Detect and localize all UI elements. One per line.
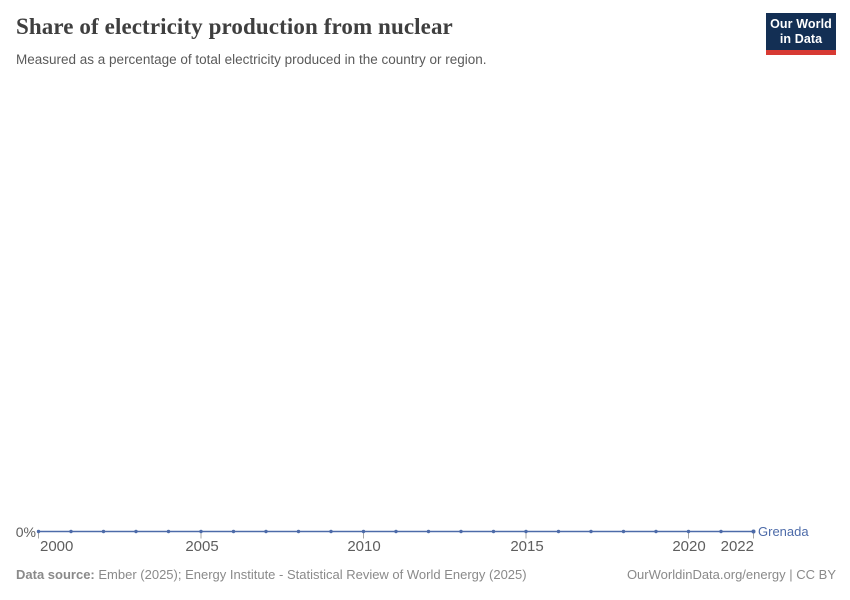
x-tick-label: 2020 bbox=[672, 538, 706, 555]
data-point[interactable] bbox=[101, 529, 106, 534]
data-point[interactable] bbox=[556, 529, 561, 534]
x-tick-label: 2010 bbox=[347, 538, 381, 555]
data-point[interactable] bbox=[264, 529, 268, 534]
chart-subtitle: Measured as a percentage of total electr… bbox=[16, 52, 487, 67]
data-point[interactable] bbox=[524, 529, 528, 534]
data-point[interactable] bbox=[231, 529, 236, 534]
data-point[interactable] bbox=[166, 529, 171, 534]
x-tick-label: 2005 bbox=[185, 538, 219, 555]
owid-logo-red-stripe bbox=[766, 50, 836, 55]
owid-logo-text: Our World in Data bbox=[766, 13, 836, 50]
chart-footer: Data source: Ember (2025); Energy Instit… bbox=[16, 567, 836, 583]
data-point[interactable] bbox=[329, 529, 333, 534]
chart-title: Share of electricity production from nuc… bbox=[16, 14, 453, 39]
data-point[interactable] bbox=[296, 529, 301, 534]
data-point[interactable] bbox=[491, 529, 496, 534]
data-point[interactable] bbox=[589, 529, 593, 534]
x-tick-label: 2000 bbox=[40, 538, 74, 555]
data-source-line: Data source: Ember (2025); Energy Instit… bbox=[16, 567, 527, 583]
x-axis: 2000 2005 2010 2015 2020 2022 bbox=[0, 538, 850, 556]
data-source-text: Ember (2025); Energy Institute - Statist… bbox=[98, 567, 527, 582]
data-source-label: Data source: bbox=[16, 567, 95, 582]
owid-logo-line2: in Data bbox=[779, 32, 823, 46]
data-point[interactable] bbox=[361, 529, 366, 534]
owid-logo-line1: Our World bbox=[770, 17, 832, 31]
data-point[interactable] bbox=[69, 529, 73, 534]
data-point[interactable] bbox=[394, 529, 398, 534]
y-axis-tick-label: 0% bbox=[15, 524, 36, 540]
data-point[interactable] bbox=[654, 529, 658, 534]
data-point[interactable] bbox=[751, 529, 756, 534]
owid-logo[interactable]: Our World in Data bbox=[766, 13, 836, 55]
data-point[interactable] bbox=[719, 529, 723, 534]
x-tick-label: 2022 bbox=[720, 538, 754, 555]
data-point[interactable] bbox=[621, 529, 626, 534]
data-point[interactable] bbox=[459, 529, 463, 534]
data-point[interactable] bbox=[686, 529, 691, 534]
data-point[interactable] bbox=[199, 529, 203, 534]
data-point[interactable] bbox=[426, 529, 431, 534]
data-point[interactable] bbox=[36, 529, 41, 534]
credit-link[interactable]: OurWorldinData.org/energy | CC BY bbox=[626, 567, 836, 582]
series-label-grenada[interactable]: Grenada bbox=[758, 524, 809, 539]
data-point[interactable] bbox=[134, 529, 138, 534]
x-tick-label: 2015 bbox=[510, 538, 544, 555]
